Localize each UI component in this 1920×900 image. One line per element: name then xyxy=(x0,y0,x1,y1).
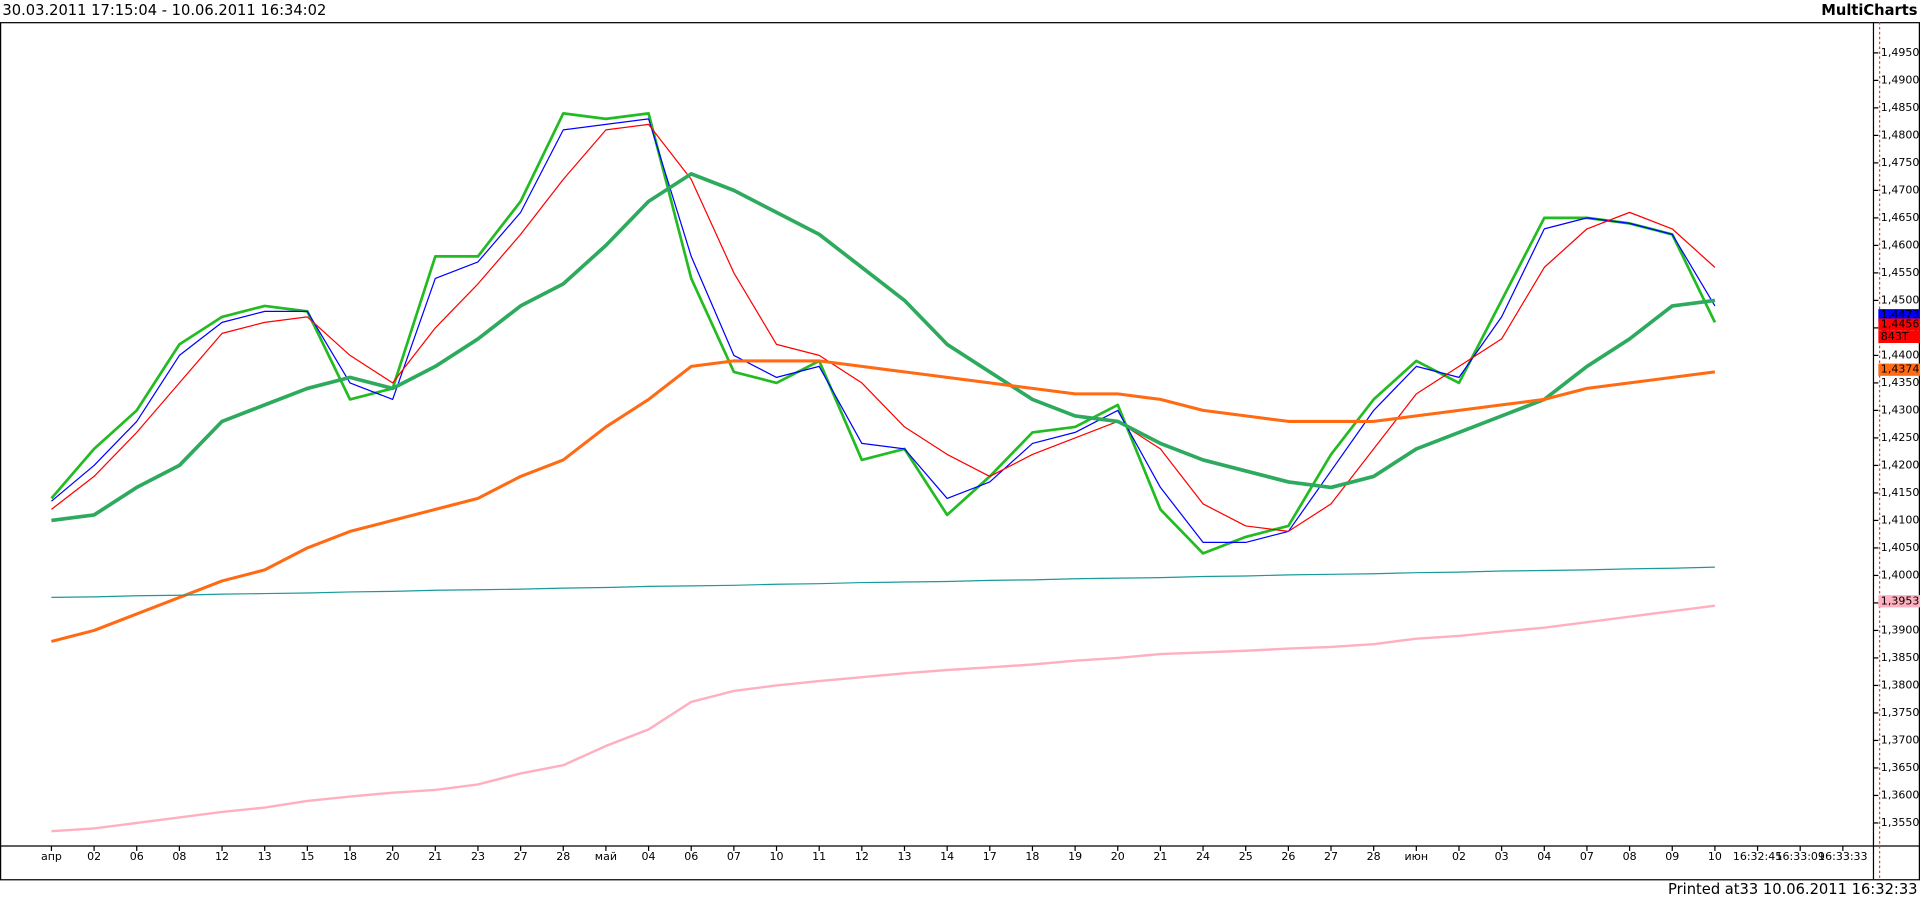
y-tick-label: 1,3600 xyxy=(1881,788,1920,801)
x-tick-label: 28 xyxy=(1367,850,1381,863)
series-line xyxy=(51,566,1715,599)
x-tick-label: 21 xyxy=(1153,850,1167,863)
x-tick-label: 08 xyxy=(172,850,186,863)
x-tick-label: 18 xyxy=(1025,850,1039,863)
price-badge-label: 1,4374 xyxy=(1881,363,1920,376)
x-tick-label: 12 xyxy=(215,850,229,863)
y-tick-label: 1,4400 xyxy=(1881,348,1920,361)
y-tick-label: 1,3850 xyxy=(1881,651,1920,664)
x-tick-label: 06 xyxy=(684,850,698,863)
x-tick-label: 27 xyxy=(1324,850,1338,863)
x-tick-label: 02 xyxy=(87,850,101,863)
price-badge xyxy=(1878,318,1920,331)
x-tick-label: 10 xyxy=(770,850,784,863)
y-tick-label: 1,3750 xyxy=(1881,706,1920,719)
x-tick-label: 07 xyxy=(727,850,741,863)
x-tick-label: 27 xyxy=(514,850,528,863)
brand: MultiCharts xyxy=(1821,2,1918,19)
y-tick-label: 1,4750 xyxy=(1881,156,1920,169)
series-line xyxy=(51,359,1716,643)
frame xyxy=(0,22,1920,881)
price-badge-label: 1,4473 xyxy=(1881,308,1920,321)
x-tick-label: 07 xyxy=(1580,850,1594,863)
price-badge xyxy=(1878,330,1920,343)
x-tick-label: 25 xyxy=(1239,850,1253,863)
x-tick-label: 16:33:09 xyxy=(1775,850,1824,863)
price-badge xyxy=(1878,363,1920,376)
price-badge-label: 843T xyxy=(1881,330,1909,343)
y-tick-label: 1,4200 xyxy=(1881,458,1920,471)
x-tick-label: 23 xyxy=(471,850,485,863)
series-line xyxy=(50,112,1717,555)
x-tick-label: 08 xyxy=(1623,850,1637,863)
y-tick-label: 1,4500 xyxy=(1881,293,1920,306)
y-tick-label: 1,4700 xyxy=(1881,183,1920,196)
y-tick-label: 1,4800 xyxy=(1881,128,1920,141)
y-tick-label: 1,4100 xyxy=(1881,513,1920,526)
y-tick-label: 1,4150 xyxy=(1881,486,1920,499)
x-tick-label: июн xyxy=(1405,850,1429,863)
series-line xyxy=(51,123,1716,533)
x-tick-label: 18 xyxy=(343,850,357,863)
y-tick-label: 1,4900 xyxy=(1881,73,1920,86)
y-tick-label: 1,4050 xyxy=(1881,541,1920,554)
x-tick-label: 21 xyxy=(428,850,442,863)
x-tick-label: 19 xyxy=(1068,850,1082,863)
x-tick-label: 24 xyxy=(1196,850,1210,863)
y-tick-label: 1,4550 xyxy=(1881,266,1920,279)
x-tick-label: 03 xyxy=(1495,850,1509,863)
y-tick-label: 1,3550 xyxy=(1881,816,1920,829)
y-tick-label: 1,4650 xyxy=(1881,211,1920,224)
price-badge-label: 1,4456 xyxy=(1881,318,1920,331)
x-tick-label: 13 xyxy=(897,850,911,863)
x-tick-label: 06 xyxy=(130,850,144,863)
x-tick-label: 02 xyxy=(1452,850,1466,863)
price-badge xyxy=(1878,595,1920,608)
y-tick-label: 1,3800 xyxy=(1881,678,1920,691)
y-tick-label: 1,4850 xyxy=(1881,101,1920,114)
y-tick-label: 1,3900 xyxy=(1881,623,1920,636)
series-line xyxy=(51,118,1716,544)
x-tick-label: 16:33:33 xyxy=(1818,850,1867,863)
x-tick-label: 04 xyxy=(1537,850,1551,863)
x-tick-label: 04 xyxy=(642,850,656,863)
x-tick-label: май xyxy=(595,850,617,863)
y-tick-label: 1,3700 xyxy=(1881,733,1920,746)
y-tick-label: 1,4600 xyxy=(1881,238,1920,251)
x-tick-label: 11 xyxy=(812,850,826,863)
x-tick-label: апр xyxy=(41,850,62,863)
series-line xyxy=(51,604,1716,833)
footer: Printed at33 10.06.2011 16:32:33 xyxy=(1668,881,1918,898)
x-tick-label: 20 xyxy=(386,850,400,863)
x-tick-label: 10 xyxy=(1708,850,1722,863)
y-tick-label: 1,3650 xyxy=(1881,761,1920,774)
chart-title: 30.03.2011 17:15:04 - 10.06.2011 16:34:0… xyxy=(2,2,326,19)
y-tick-label: 1,4000 xyxy=(1881,568,1920,581)
price-badge xyxy=(1878,309,1920,322)
y-tick-label: 1,4250 xyxy=(1881,431,1920,444)
y-tick-label: 1,4950 xyxy=(1881,46,1920,59)
x-tick-label: 28 xyxy=(556,850,570,863)
x-tick-label: 17 xyxy=(983,850,997,863)
y-tick-label: 1,4350 xyxy=(1881,376,1920,389)
series-line xyxy=(51,172,1716,523)
x-tick-label: 15 xyxy=(300,850,314,863)
x-tick-label: 20 xyxy=(1111,850,1125,863)
y-tick-label: 1,4300 xyxy=(1881,403,1920,416)
x-tick-label: 12 xyxy=(855,850,869,863)
x-tick-label: 14 xyxy=(940,850,954,863)
x-tick-label: 09 xyxy=(1665,850,1679,863)
x-tick-label: 13 xyxy=(258,850,272,863)
x-tick-label: 26 xyxy=(1281,850,1295,863)
x-tick-label: 16:32:45 xyxy=(1733,850,1782,863)
price-badge-label: 1,3953 xyxy=(1881,594,1920,607)
